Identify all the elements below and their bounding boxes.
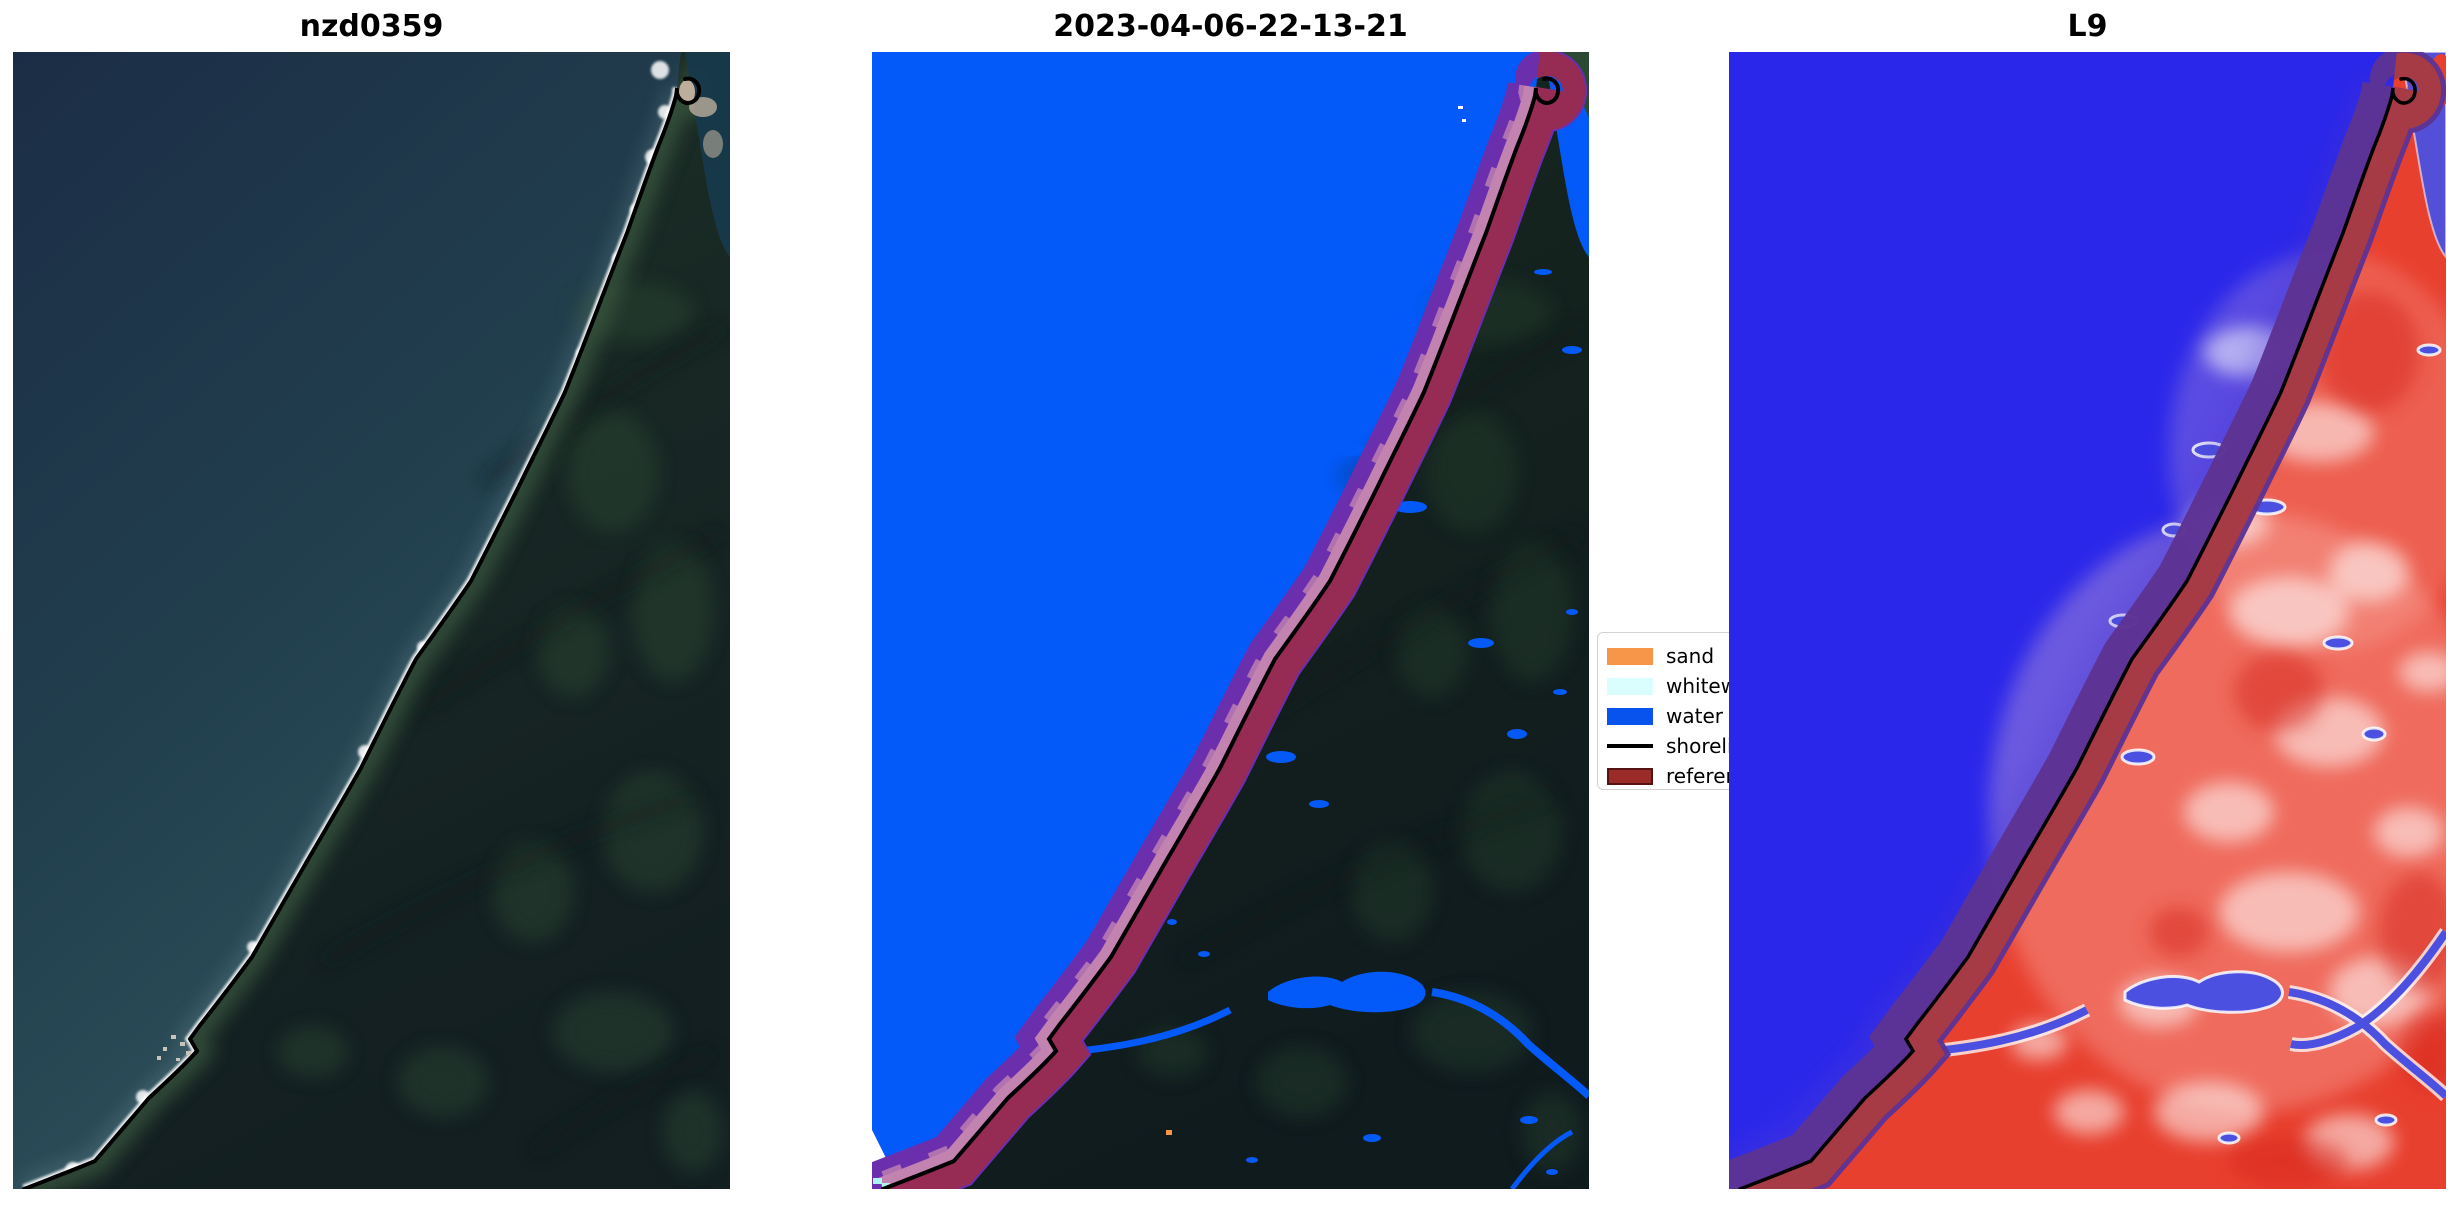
sand-pixel-inland: [1166, 1130, 1172, 1135]
detected-shoreline: [22, 76, 702, 1189]
legend-row-water: water: [1607, 701, 1801, 731]
sand-swatch: [1607, 647, 1653, 665]
panel1-image: [13, 52, 730, 1189]
lagoon-shallows: [689, 97, 723, 158]
detected-shoreline: [881, 76, 1561, 1189]
panel3-title: L9: [2067, 9, 2108, 44]
whitewater-swatch: [1607, 677, 1653, 695]
legend-row-sand: sand: [1607, 641, 1801, 671]
whitewater-cyan-pixels: [873, 1178, 890, 1188]
panel2-title: 2023-04-06-22-13-21: [1053, 9, 1408, 44]
whitewater-specks: [1458, 106, 1466, 122]
land-texture: [278, 282, 723, 1172]
panel1-title: nzd0359: [299, 9, 444, 44]
panel3-index-svg: [1729, 52, 2446, 1189]
reference-swatch: [1607, 767, 1653, 785]
sand-spit-tip: [679, 80, 695, 104]
shoreline-swatch: [1607, 744, 1653, 748]
panel2-classified-svg: [872, 52, 1589, 1189]
inland-lakes: [1167, 269, 1582, 1175]
panel2-image: [872, 52, 1589, 1189]
legend-label-water: water: [1666, 704, 1723, 728]
town-pixels: [157, 1035, 191, 1061]
legend-label-sand: sand: [1666, 644, 1715, 668]
water-swatch: [1607, 707, 1653, 725]
ridge-shadows: [319, 320, 727, 1158]
panel3-image: [1729, 52, 2446, 1189]
panel1-satellite-svg: [13, 52, 730, 1189]
detected-shoreline: [1738, 76, 2417, 1189]
